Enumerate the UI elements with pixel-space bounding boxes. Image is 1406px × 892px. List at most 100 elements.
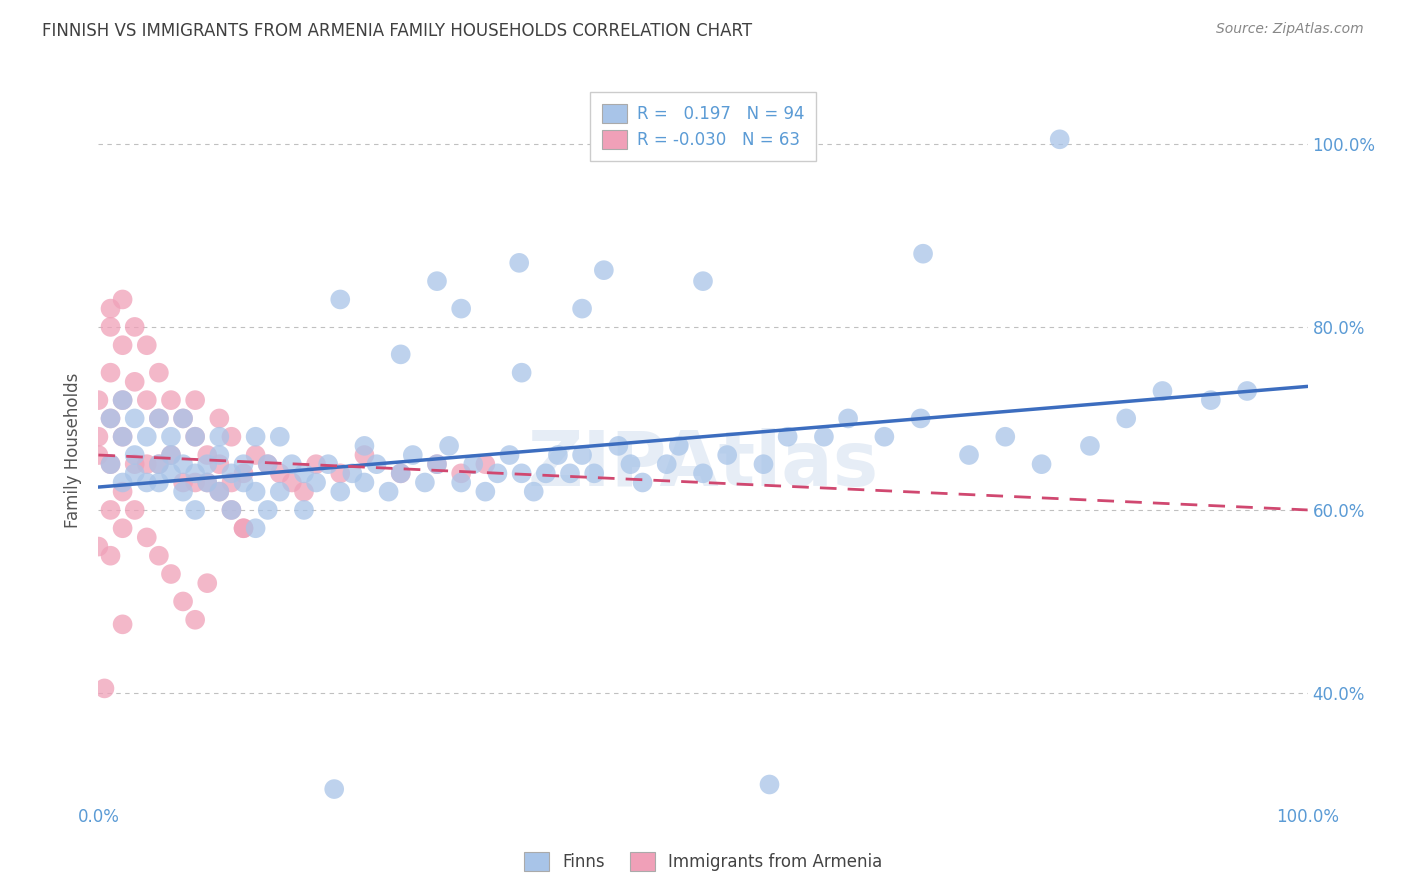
Point [1049, 132, 1071, 146]
Point [124, 467, 146, 481]
Point [195, 475, 218, 490]
Point [87, 393, 110, 408]
Point [692, 467, 714, 481]
Point [100, 457, 122, 471]
Text: FINNISH VS IMMIGRANTS FROM ARMENIA FAMILY HOUSEHOLDS CORRELATION CHART: FINNISH VS IMMIGRANTS FROM ARMENIA FAMIL… [42, 22, 752, 40]
Point [195, 576, 218, 591]
Point [994, 430, 1017, 444]
Point [208, 430, 231, 444]
Point [692, 274, 714, 288]
Point [184, 430, 207, 444]
Point [281, 475, 304, 490]
Point [124, 375, 146, 389]
Point [221, 503, 243, 517]
Point [305, 457, 328, 471]
Point [776, 430, 799, 444]
Point [758, 777, 780, 791]
Point [100, 549, 122, 563]
Point [353, 439, 375, 453]
Point [486, 467, 509, 481]
Point [426, 457, 449, 471]
Point [912, 246, 935, 260]
Point [655, 457, 678, 471]
Point [111, 393, 134, 408]
Point [957, 448, 980, 462]
Point [184, 613, 207, 627]
Point [135, 430, 157, 444]
Point [256, 457, 278, 471]
Point [148, 475, 170, 490]
Point [1031, 457, 1053, 471]
Point [592, 263, 614, 277]
Point [172, 475, 194, 490]
Point [329, 293, 352, 307]
Point [402, 448, 425, 462]
Point [148, 366, 170, 380]
Point [111, 521, 134, 535]
Point [135, 457, 157, 471]
Point [160, 448, 183, 462]
Point [873, 430, 896, 444]
Point [534, 467, 557, 481]
Point [463, 457, 485, 471]
Point [195, 448, 218, 462]
Point [148, 549, 170, 563]
Point [172, 594, 194, 608]
Point [148, 411, 170, 425]
Point [100, 301, 122, 316]
Point [111, 293, 134, 307]
Point [87, 448, 110, 462]
Point [571, 301, 593, 316]
Text: ZIPAtlas: ZIPAtlas [527, 427, 879, 501]
Point [93, 681, 115, 696]
Point [221, 430, 243, 444]
Point [245, 484, 267, 499]
Point [124, 319, 146, 334]
Point [172, 484, 194, 499]
Point [292, 484, 315, 499]
Point [508, 256, 530, 270]
Point [208, 484, 231, 499]
Point [160, 448, 183, 462]
Point [389, 467, 412, 481]
Point [221, 475, 243, 490]
Point [668, 439, 690, 453]
Point [571, 448, 593, 462]
Point [450, 301, 472, 316]
Point [281, 457, 304, 471]
Point [413, 475, 436, 490]
Point [245, 521, 267, 535]
Point [292, 503, 315, 517]
Point [510, 366, 533, 380]
Point [510, 467, 533, 481]
Legend: R =   0.197   N = 94, R = -0.030   N = 63: R = 0.197 N = 94, R = -0.030 N = 63 [591, 93, 815, 161]
Point [377, 484, 399, 499]
Point [172, 411, 194, 425]
Point [366, 457, 388, 471]
Point [135, 530, 157, 544]
Point [135, 338, 157, 352]
Point [619, 457, 641, 471]
Point [716, 448, 738, 462]
Point [305, 475, 328, 490]
Point [474, 457, 496, 471]
Point [148, 411, 170, 425]
Point [184, 475, 207, 490]
Point [208, 411, 231, 425]
Point [316, 457, 339, 471]
Point [450, 475, 472, 490]
Point [184, 393, 207, 408]
Point [100, 319, 122, 334]
Point [1115, 411, 1137, 425]
Point [111, 617, 134, 632]
Point [232, 457, 254, 471]
Point [160, 467, 183, 481]
Point [184, 467, 207, 481]
Point [558, 467, 581, 481]
Point [232, 467, 254, 481]
Point [148, 457, 170, 471]
Point [111, 430, 134, 444]
Point [208, 484, 231, 499]
Point [329, 484, 352, 499]
Point [583, 467, 606, 481]
